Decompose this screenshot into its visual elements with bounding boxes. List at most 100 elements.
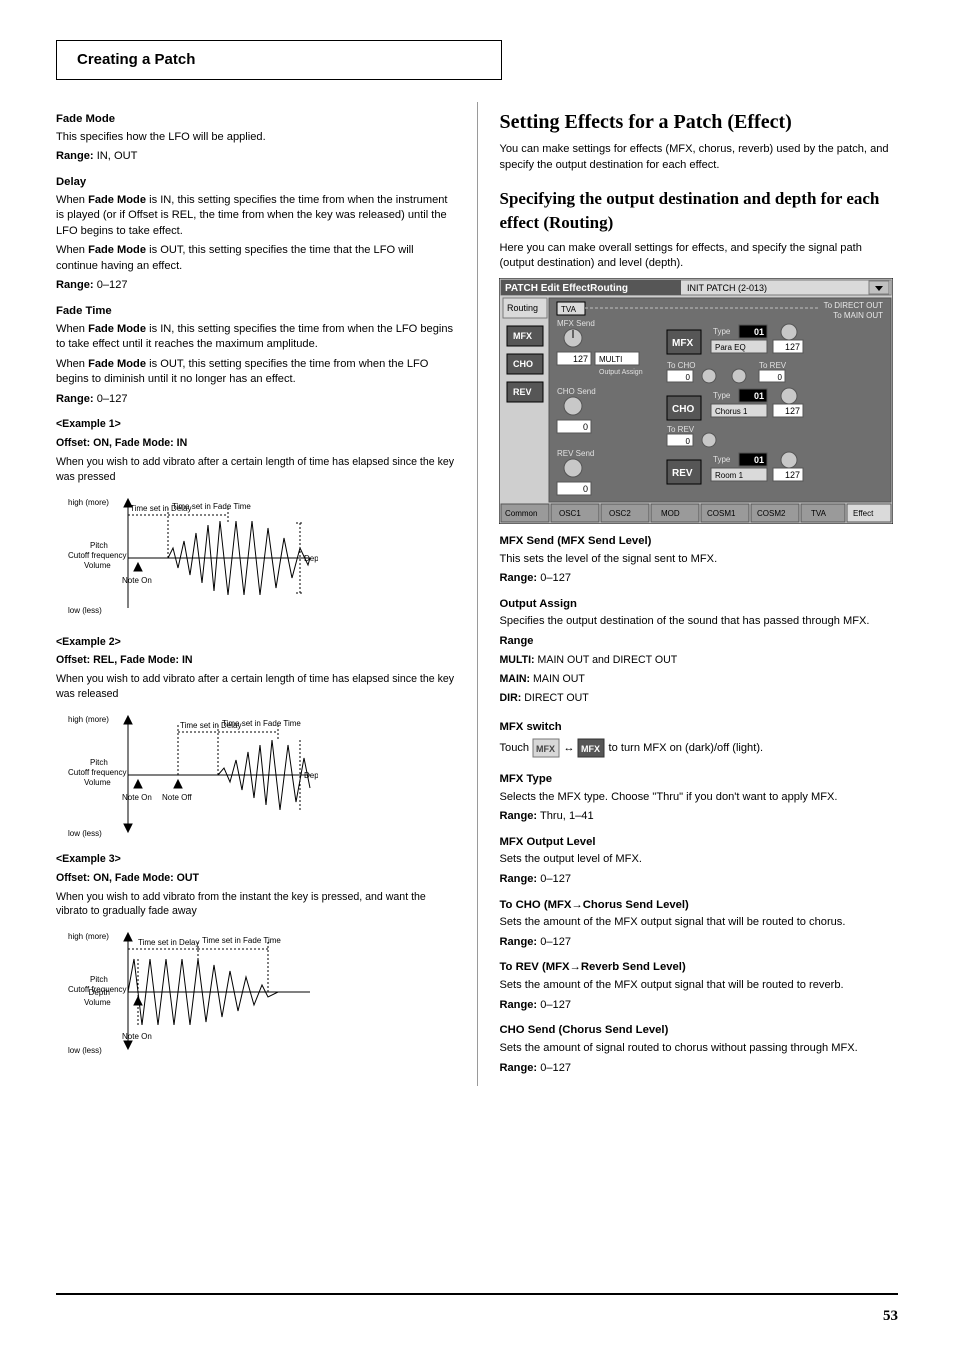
title-bar-text: PATCH Edit EffectRouting: [505, 283, 628, 294]
txt: When: [56, 244, 88, 256]
knob-icon[interactable]: [702, 369, 716, 383]
column-divider: [477, 102, 478, 1086]
tab-rev[interactable]: REV: [513, 387, 532, 397]
tab-cosm1[interactable]: COSM1: [707, 509, 736, 518]
lbl: Depth: [304, 554, 318, 563]
rev-type-label: Type: [713, 455, 731, 464]
lbl: Volume: [84, 778, 111, 787]
heading-routing: Specifying the output destination and de…: [499, 187, 898, 235]
knob-icon[interactable]: [781, 452, 797, 468]
txt: Touch: [499, 742, 532, 754]
mfx-box[interactable]: MFX: [672, 338, 693, 349]
text-output-assign: Specifies the output destination of the …: [499, 614, 898, 630]
lbl: Note On: [122, 576, 152, 585]
mfx-send-label: MFX Send: [557, 319, 595, 328]
text-fade-mode: This specifies how the LFO will be appli…: [56, 130, 455, 146]
tab-effect[interactable]: Effect: [853, 509, 874, 518]
tab-cosm2[interactable]: COSM2: [757, 509, 786, 518]
range-to-rev: Range: 0–127: [499, 998, 898, 1014]
lbl: Note Off: [162, 793, 192, 802]
range-fade-time: Range: 0–127: [56, 392, 455, 408]
mfx-icon-light: MFX: [532, 738, 560, 758]
hdr-direct: To DIRECT OUT: [824, 301, 884, 310]
knob-icon[interactable]: [781, 324, 797, 340]
tab-tva[interactable]: TVA: [811, 509, 827, 518]
rev-send-value[interactable]: 0: [583, 484, 588, 494]
heading-delay: Delay: [56, 175, 455, 191]
text-routing: Here you can make overall settings for e…: [499, 241, 898, 272]
top-title-frame: Creating a Patch: [56, 40, 502, 80]
example1-subtitle: Offset: ON, Fade Mode: IN: [56, 436, 455, 451]
mfx-type-value[interactable]: 01: [754, 327, 764, 337]
cho-subtype[interactable]: Chorus 1: [715, 407, 748, 416]
cho-box[interactable]: CHO: [672, 404, 694, 415]
mfx-tocho-value[interactable]: 0: [686, 373, 691, 382]
lbl: Time set in Fade Time: [202, 936, 281, 945]
text-delay-1: When Fade Mode is IN, this setting speci…: [56, 193, 455, 240]
knob-icon[interactable]: [564, 459, 582, 477]
text-mfx-type: Selects the MFX type. Choose "Thru" if y…: [499, 790, 898, 806]
range-label: Range:: [56, 393, 94, 405]
tab-cho[interactable]: CHO: [513, 359, 533, 369]
opt-label: MULTI:: [499, 654, 534, 666]
lbl: high (more): [68, 932, 109, 941]
cho-send-label: CHO Send: [557, 387, 596, 396]
mfx-torev-value[interactable]: 0: [778, 373, 783, 382]
example2-title: <Example 2>: [56, 635, 455, 650]
knob-icon[interactable]: [702, 433, 716, 447]
range-label: Range:: [499, 936, 537, 948]
cho-torev-value[interactable]: 0: [686, 437, 691, 446]
opt-desc: MAIN OUT: [533, 673, 585, 685]
text-mfx-switch: Touch MFX ↔ MFX to turn MFX on (dark)/of…: [499, 738, 898, 758]
range-to-cho: Range: 0–127: [499, 935, 898, 951]
mfx-subtype[interactable]: Para EQ: [715, 343, 746, 352]
txt: ↔: [563, 742, 577, 754]
rev-level[interactable]: 127: [785, 470, 800, 480]
example1-title: <Example 1>: [56, 417, 455, 432]
mfx-level[interactable]: 127: [785, 342, 800, 352]
footer-bar: [56, 1293, 898, 1296]
hdr-main: To MAIN OUT: [834, 311, 884, 320]
mfx-type-label: Type: [713, 327, 731, 336]
lbl: high (more): [68, 498, 109, 507]
lbl: Time set in Fade Time: [222, 719, 301, 728]
range-output-assign: Range: [499, 634, 898, 650]
knob-icon[interactable]: [781, 388, 797, 404]
mfx-output-assign[interactable]: MULTI: [599, 355, 622, 364]
knob-icon[interactable]: [564, 397, 582, 415]
cho-level[interactable]: 127: [785, 406, 800, 416]
mfx-send-value[interactable]: 127: [573, 354, 588, 364]
lbl: Depth: [304, 771, 318, 780]
right-column: Setting Effects for a Patch (Effect) You…: [499, 102, 898, 1086]
lbl: low (less): [68, 1046, 102, 1055]
cho-type-label: Type: [713, 391, 731, 400]
tab-routing[interactable]: Routing: [507, 303, 538, 313]
screenshot-svg: PATCH Edit EffectRouting INIT PATCH (2-0…: [499, 278, 893, 524]
tab-osc1[interactable]: OSC1: [559, 509, 581, 518]
range-value: 0–127: [97, 393, 128, 405]
tab-osc2[interactable]: OSC2: [609, 509, 631, 518]
diagram-3: high (more) low (less) Pitch Cutoff freq…: [68, 927, 318, 1057]
lbl: Depth: [89, 988, 110, 997]
cho-type-value[interactable]: 01: [754, 391, 764, 401]
rev-subtype[interactable]: Room 1: [715, 471, 744, 480]
tab-common[interactable]: Common: [505, 509, 537, 518]
tab-mfx[interactable]: MFX: [513, 331, 532, 341]
page: Creating a Patch Fade Mode This specifie…: [0, 0, 954, 1351]
heading-mfx-type: MFX Type: [499, 772, 898, 788]
lbl: Time set in Delay: [138, 938, 200, 947]
text-fade-time-2: When Fade Mode is OUT, this setting spec…: [56, 357, 455, 388]
cho-send-value[interactable]: 0: [583, 422, 588, 432]
knob-icon[interactable]: [732, 369, 746, 383]
range-label: Range:: [499, 873, 537, 885]
heading-fade-time: Fade Time: [56, 304, 455, 320]
tab-mod[interactable]: MOD: [661, 509, 680, 518]
rev-type-value[interactable]: 01: [754, 455, 764, 465]
txt: When: [56, 358, 88, 370]
rev-box[interactable]: REV: [672, 468, 693, 479]
lbl: Volume: [84, 998, 111, 1007]
range-mfx-output: Range: 0–127: [499, 872, 898, 888]
range-value: IN, OUT: [97, 150, 138, 162]
range-fade-mode: Range: IN, OUT: [56, 149, 455, 165]
output-assign-opt-0: MULTI: MAIN OUT and DIRECT OUT: [499, 653, 898, 668]
